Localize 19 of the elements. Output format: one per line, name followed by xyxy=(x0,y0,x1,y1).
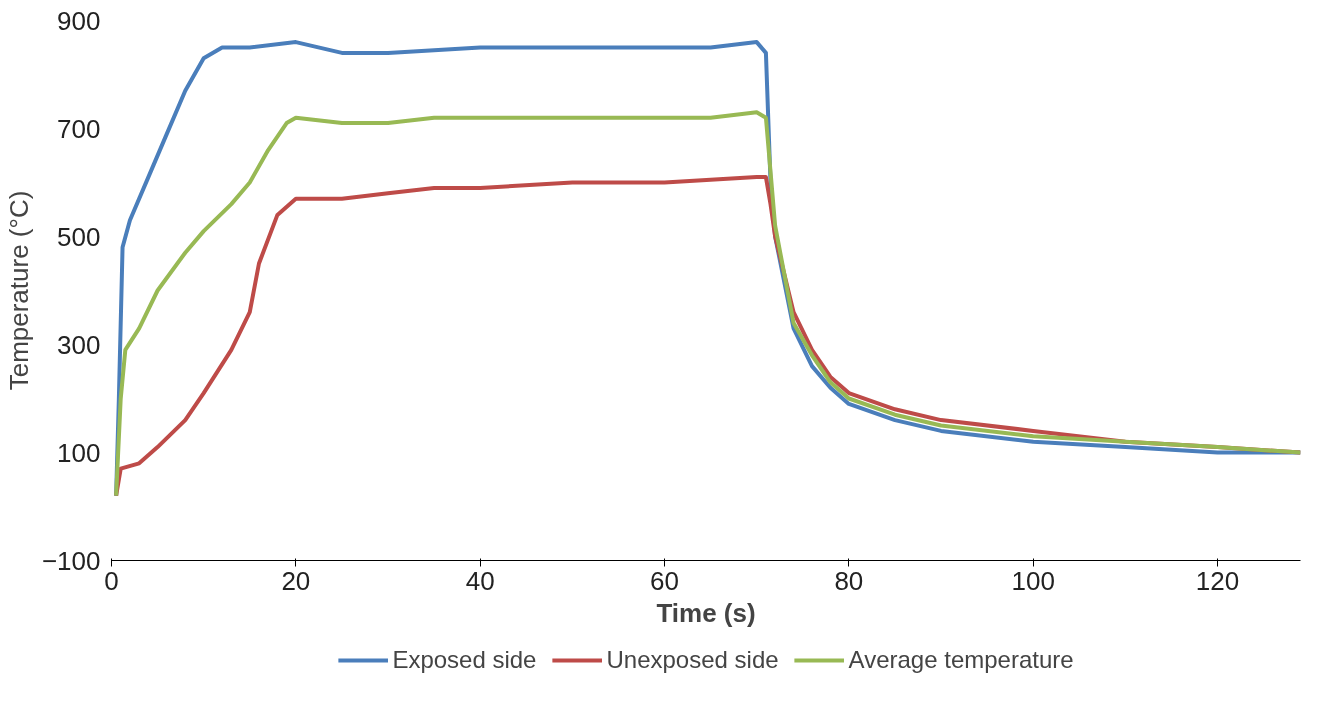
x-tick-label: 80 xyxy=(834,565,864,596)
y-tick-label: −100 xyxy=(41,545,101,576)
y-tick-label: 900 xyxy=(57,5,101,36)
x-axis-title: Time (s) xyxy=(656,597,756,628)
y-tick-label: 500 xyxy=(57,221,101,252)
x-tick-label: 0 xyxy=(104,565,119,596)
legend-label: Unexposed side xyxy=(606,646,779,674)
legend-label: Average temperature xyxy=(848,646,1074,674)
x-tick-label: 120 xyxy=(1195,565,1240,596)
x-tick-label: 100 xyxy=(1011,565,1055,596)
x-tick-label: 40 xyxy=(465,565,495,596)
x-tick-label: 60 xyxy=(650,565,679,596)
legend-label: Exposed side xyxy=(392,646,537,674)
line-series xyxy=(114,110,1301,498)
y-tick-label: 100 xyxy=(57,437,101,468)
x-tick-label: 20 xyxy=(281,565,311,596)
y-tick-label: 700 xyxy=(57,113,101,144)
y-axis-title: Temperature (°C) xyxy=(3,190,34,391)
y-tick-label: 300 xyxy=(57,329,101,360)
